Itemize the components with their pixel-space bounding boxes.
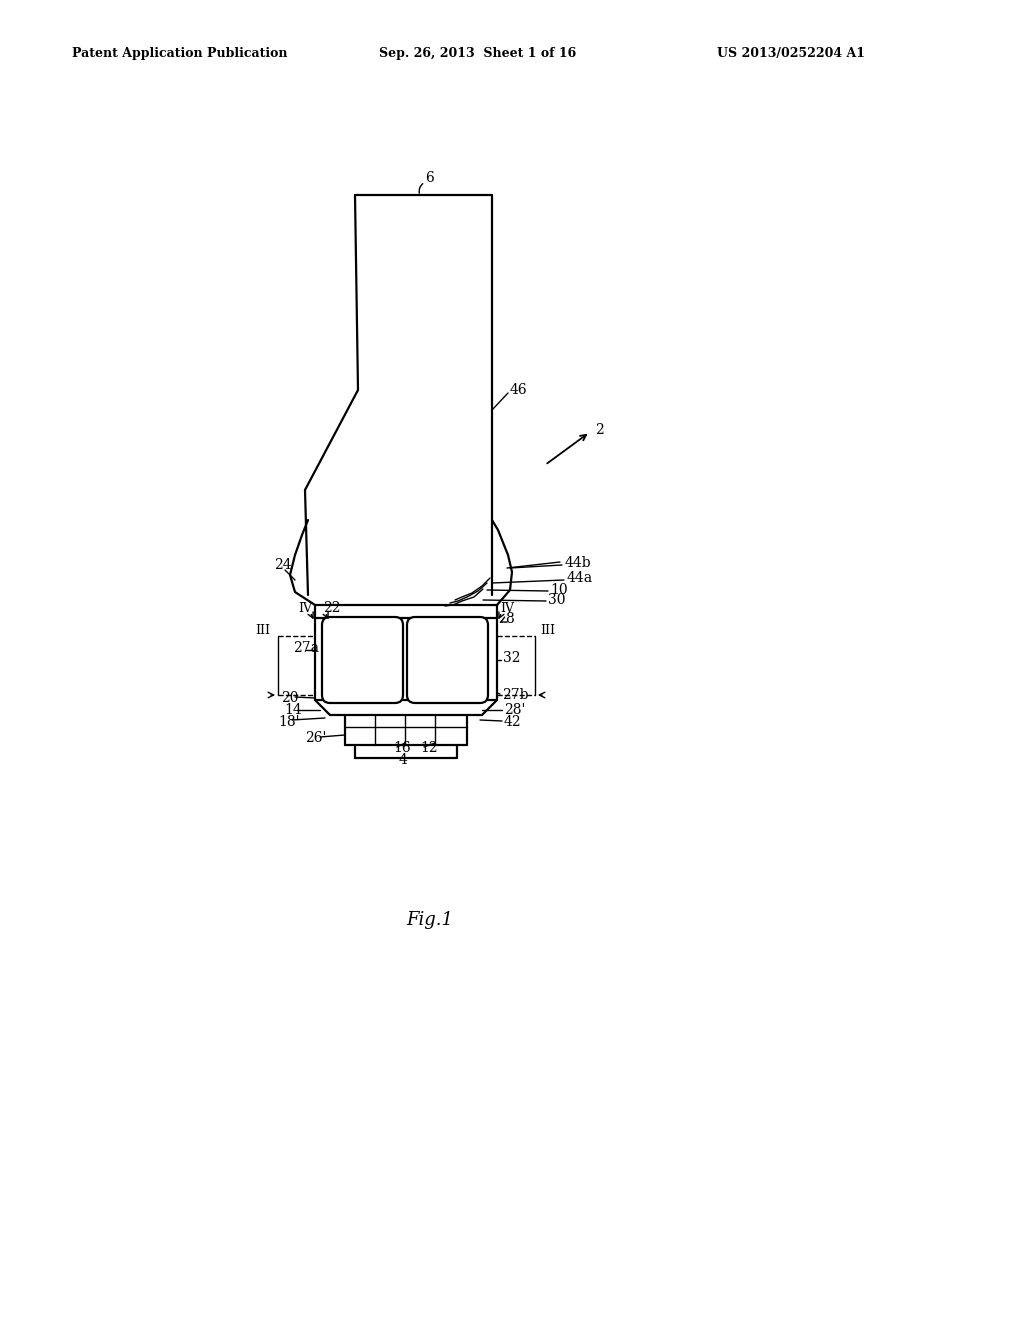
Text: Fig.1: Fig.1	[407, 911, 454, 929]
Text: 18': 18'	[278, 715, 299, 729]
Text: 12: 12	[420, 741, 437, 755]
Text: 4: 4	[398, 752, 408, 767]
Text: IV: IV	[298, 602, 312, 615]
Text: 32: 32	[503, 651, 520, 665]
Text: 8: 8	[505, 612, 514, 626]
FancyBboxPatch shape	[322, 616, 403, 704]
Text: 27b: 27b	[502, 688, 528, 702]
Text: 44b: 44b	[565, 556, 592, 570]
Text: III: III	[256, 624, 270, 638]
Text: 6: 6	[426, 172, 434, 185]
Text: 28': 28'	[504, 704, 525, 717]
Text: 26': 26'	[305, 731, 327, 744]
Text: 22: 22	[323, 601, 341, 615]
Text: 24': 24'	[274, 558, 296, 572]
FancyBboxPatch shape	[407, 616, 488, 704]
Text: 14: 14	[284, 704, 302, 717]
Text: 20: 20	[281, 690, 299, 705]
Text: Patent Application Publication: Patent Application Publication	[72, 46, 287, 59]
Text: Sep. 26, 2013  Sheet 1 of 16: Sep. 26, 2013 Sheet 1 of 16	[379, 46, 577, 59]
Text: 30: 30	[548, 593, 565, 607]
Text: 27a: 27a	[293, 642, 319, 655]
Text: IV: IV	[500, 602, 514, 615]
Text: 16: 16	[393, 741, 411, 755]
Text: III: III	[541, 624, 555, 638]
Text: 46: 46	[510, 383, 527, 397]
Text: 42: 42	[504, 715, 521, 729]
Text: 2: 2	[595, 422, 604, 437]
Text: US 2013/0252204 A1: US 2013/0252204 A1	[717, 46, 865, 59]
Text: 44a: 44a	[567, 572, 593, 585]
Text: 10: 10	[550, 583, 567, 597]
